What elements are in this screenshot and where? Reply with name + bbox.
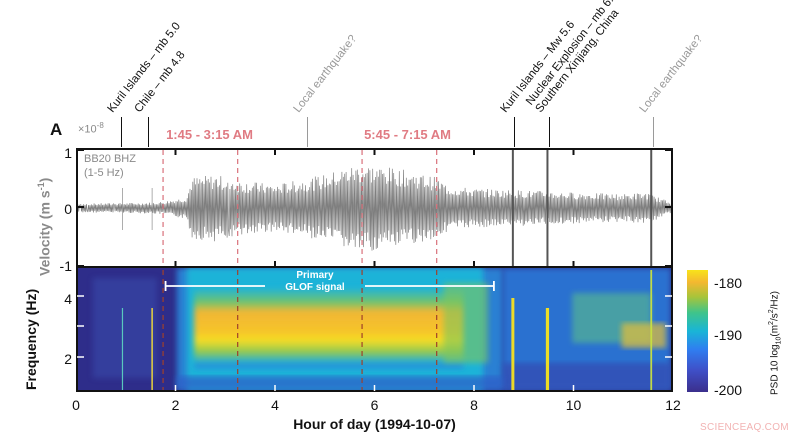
x-tick-label: 6 bbox=[370, 397, 379, 413]
waveform-panel bbox=[76, 148, 673, 268]
colorbar bbox=[687, 270, 708, 392]
colorbar-label: PSD 10 log10(m2/s2/Hz) bbox=[768, 291, 783, 395]
y-tick-velocity-neg1: -1 bbox=[59, 258, 72, 274]
event-marker-line bbox=[548, 117, 550, 147]
panel-label: A bbox=[50, 120, 63, 139]
watermark: SCIENCEAQ.COM bbox=[700, 422, 789, 433]
event-marker-line bbox=[307, 117, 309, 147]
colorbar-tick-200: -200 bbox=[714, 382, 743, 398]
y-tick-velocity-1: 1 bbox=[64, 145, 72, 161]
time-window-label-1: 1:45 - 3:15 AM bbox=[166, 127, 253, 142]
x-tick-label: 8 bbox=[470, 397, 478, 413]
x-axis-label: Hour of day (1994-10-07) bbox=[293, 416, 456, 432]
x-tick-label: 4 bbox=[271, 397, 279, 413]
x-tick-label: 12 bbox=[665, 397, 681, 413]
event-marker-line bbox=[513, 117, 515, 147]
x-tick-label: 2 bbox=[171, 397, 180, 413]
y-tick-frequency-2: 2 bbox=[64, 351, 72, 367]
event-marker-line bbox=[120, 117, 122, 147]
y-tick-frequency-4: 4 bbox=[64, 291, 72, 307]
y-tick-velocity-0: 0 bbox=[64, 201, 72, 217]
colorbar-tick-180: -180 bbox=[714, 275, 743, 291]
event-marker-line bbox=[148, 117, 150, 147]
y-exponent: ×10-8 bbox=[78, 121, 104, 136]
x-tick-label: 10 bbox=[565, 397, 582, 413]
glof-annotation-label: Primary GLOF signal bbox=[285, 270, 345, 293]
colorbar-tick-190: -190 bbox=[714, 327, 743, 343]
spectrogram-image bbox=[78, 268, 671, 390]
waveform-trace bbox=[78, 150, 671, 266]
trace-label: BB20 BHZ (1-5 Hz) bbox=[84, 153, 136, 179]
x-tick-label: 0 bbox=[72, 397, 80, 413]
spectrogram-panel bbox=[76, 268, 673, 392]
time-window-label-2: 5:45 - 7:15 AM bbox=[364, 127, 451, 142]
event-marker-line bbox=[653, 117, 655, 147]
